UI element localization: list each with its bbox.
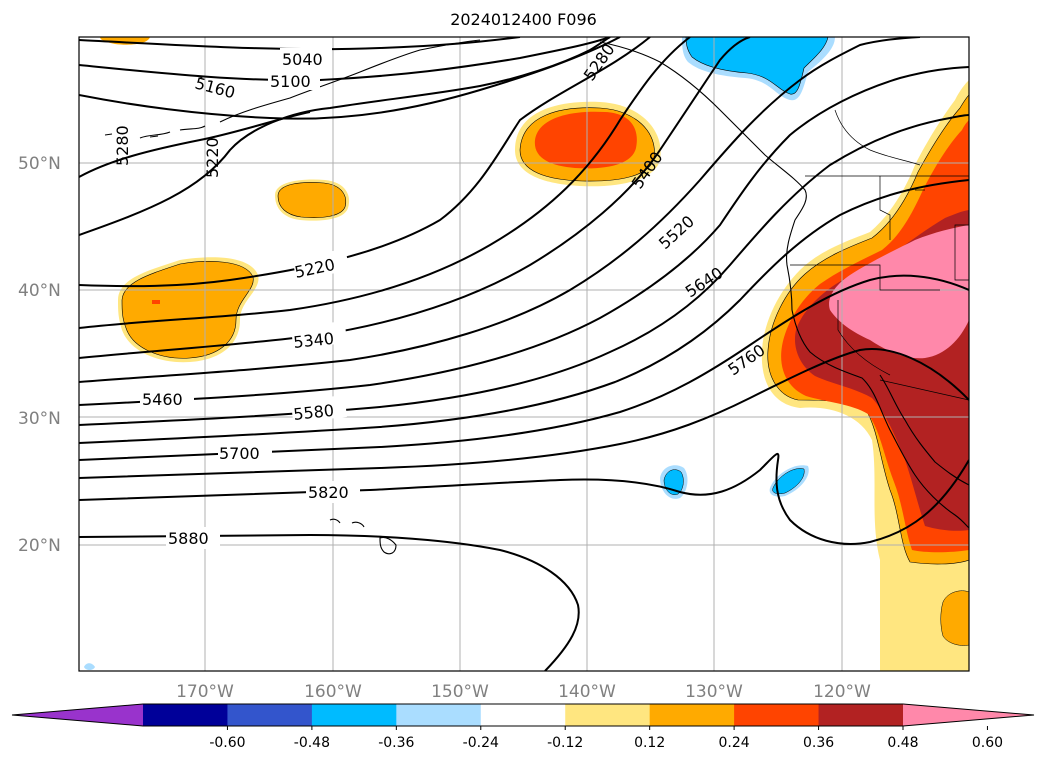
lon-label-160w: 160°W [304,682,362,702]
contour-label: 5580 [292,401,334,424]
colorbar-box [565,704,651,726]
lat-label-50n: 50°N [18,154,61,174]
lon-label-170w: 170°W [176,682,234,702]
colorbar-tick-label: -0.48 [294,735,330,751]
longitude-labels: 170°W 160°W 150°W 140°W 130°W 120°W [176,682,871,702]
map-gridlines [79,37,969,671]
lon-label-130w: 130°W [685,682,743,702]
colorbar-box [227,704,313,726]
colorbar-box [649,704,735,726]
contour-label: 5100 [270,72,311,91]
colorbar-box [480,704,566,726]
lat-label-30n: 30°N [18,409,61,429]
colorbar-tick-label: -0.24 [463,735,499,751]
contour-label: 5280 [113,125,132,166]
colorbar-box [734,704,820,726]
contour-label: 5340 [292,329,334,352]
lat-label-40n: 40°N [18,281,61,301]
contour-label: 5700 [219,444,260,463]
contour-label: 5040 [282,50,323,69]
latitude-labels: 20°N 30°N 40°N 50°N [18,154,61,556]
colorbar-outline [11,703,1035,727]
colorbar-tick-label: -0.36 [378,735,414,751]
colorbar: -0.60 -0.48 -0.36 -0.24 -0.12 0.12 0.24 0.36 0.4… [11,703,1035,751]
lon-label-120w: 120°W [813,682,871,702]
colorbar-extend-low [12,704,143,726]
lon-label-150w: 150°W [431,682,489,702]
contour-label: 5460 [142,390,183,409]
colorbar-box [818,704,904,726]
colorbar-box [311,704,397,726]
anomaly-fill-layer [84,37,969,671]
colorbar-tick-label: 0.60 [972,735,1003,751]
political-borders [790,109,969,401]
lat-label-20n: 20°N [18,536,61,556]
contour-label: 5220 [203,137,222,178]
colorbar-tick-label: 0.48 [887,735,918,751]
colorbar-tick-label: 0.24 [719,735,750,751]
colorbar-extend-high [903,704,1034,726]
colorbar-box [143,704,228,726]
colorbar-tick-label: -0.60 [209,735,245,751]
colorbar-tick-label: -0.12 [547,735,583,751]
map-title: 2024012400 F096 [450,10,597,29]
coastlines [104,39,969,555]
contour-label: 5820 [308,483,349,502]
colorbar-tick-label: 0.36 [803,735,834,751]
colorbar-box [396,704,482,726]
lon-label-140w: 140°W [558,682,616,702]
colorbar-tick-label: 0.12 [634,735,665,751]
map-frame [78,36,970,672]
contour-label: 5880 [168,529,209,548]
